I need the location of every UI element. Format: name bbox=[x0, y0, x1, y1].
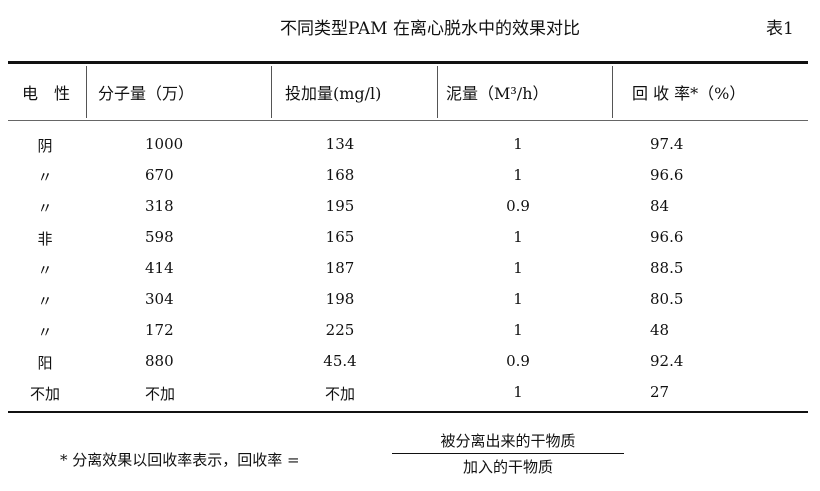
cell-sludge-volume: 1 bbox=[513, 166, 523, 184]
recovery-formula: 被分离出来的干物质 加入的干物质 bbox=[392, 430, 624, 477]
cell-charge: 非 bbox=[37, 230, 53, 248]
cell-dosage: 225 bbox=[325, 321, 355, 339]
cell-charge: 不加 bbox=[29, 385, 60, 403]
header-rule bbox=[8, 120, 808, 121]
cell-charge: 〃 bbox=[37, 323, 53, 341]
cell-sludge-volume: 0.9 bbox=[506, 197, 530, 215]
table-title: 不同类型PAM 在离心脱水中的效果对比 bbox=[280, 19, 580, 39]
top-rule bbox=[8, 61, 808, 64]
cell-recovery-rate: 92.4 bbox=[650, 352, 684, 370]
cell-molecular-weight: 1000 bbox=[145, 135, 184, 153]
cell-sludge-volume: 1 bbox=[513, 259, 523, 277]
formula-numerator: 被分离出来的干物质 bbox=[392, 430, 624, 454]
cell-charge: 〃 bbox=[37, 292, 53, 310]
cell-molecular-weight: 598 bbox=[145, 228, 174, 246]
cell-sludge-volume: 0.9 bbox=[506, 352, 530, 370]
cell-recovery-rate: 97.4 bbox=[650, 135, 684, 153]
column-divider bbox=[437, 66, 438, 118]
cell-recovery-rate: 27 bbox=[650, 383, 670, 401]
cell-recovery-rate: 48 bbox=[650, 321, 670, 339]
column-divider bbox=[86, 66, 87, 118]
cell-recovery-rate: 96.6 bbox=[650, 228, 684, 246]
cell-dosage: 45.4 bbox=[323, 352, 357, 370]
cell-charge: 〃 bbox=[37, 168, 53, 186]
cell-sludge-volume: 1 bbox=[513, 321, 523, 339]
cell-molecular-weight: 172 bbox=[145, 321, 174, 339]
footnote: * 分离效果以回收率表示，回收率 = bbox=[60, 451, 300, 469]
column-divider bbox=[612, 66, 613, 118]
cell-molecular-weight: 不加 bbox=[145, 385, 176, 403]
cell-molecular-weight: 880 bbox=[145, 352, 174, 370]
cell-molecular-weight: 318 bbox=[145, 197, 174, 215]
header-dosage: 投加量(mg/l) bbox=[285, 84, 382, 103]
cell-charge: 阳 bbox=[37, 354, 53, 372]
column-divider bbox=[271, 66, 272, 118]
bottom-rule bbox=[8, 411, 808, 413]
cell-dosage: 165 bbox=[325, 228, 355, 246]
cell-sludge-volume: 1 bbox=[513, 228, 523, 246]
cell-sludge-volume: 1 bbox=[513, 135, 523, 153]
cell-recovery-rate: 84 bbox=[650, 197, 670, 215]
table-number: 表1 bbox=[766, 19, 794, 39]
cell-sludge-volume: 1 bbox=[513, 290, 523, 308]
cell-charge: 阴 bbox=[37, 137, 53, 155]
cell-molecular-weight: 670 bbox=[145, 166, 174, 184]
cell-charge: 〃 bbox=[37, 199, 53, 217]
formula-denominator: 加入的干物质 bbox=[462, 458, 553, 476]
cell-dosage: 不加 bbox=[324, 385, 355, 403]
header-recovery-rate: 回 收 率*（%） bbox=[632, 84, 746, 103]
cell-dosage: 168 bbox=[325, 166, 355, 184]
cell-recovery-rate: 96.6 bbox=[650, 166, 684, 184]
cell-dosage: 195 bbox=[325, 197, 355, 215]
cell-molecular-weight: 414 bbox=[145, 259, 174, 277]
cell-sludge-volume: 1 bbox=[513, 383, 523, 401]
cell-dosage: 187 bbox=[325, 259, 355, 277]
header-sludge-volume: 泥量（M³/h） bbox=[446, 84, 549, 103]
header-molecular-weight: 分子量（万） bbox=[98, 84, 195, 103]
cell-recovery-rate: 88.5 bbox=[650, 259, 684, 277]
cell-dosage: 198 bbox=[325, 290, 355, 308]
cell-recovery-rate: 80.5 bbox=[650, 290, 684, 308]
header-charge: 电 性 bbox=[22, 84, 71, 103]
cell-molecular-weight: 304 bbox=[145, 290, 174, 308]
cell-dosage: 134 bbox=[325, 135, 355, 153]
cell-charge: 〃 bbox=[37, 261, 53, 279]
